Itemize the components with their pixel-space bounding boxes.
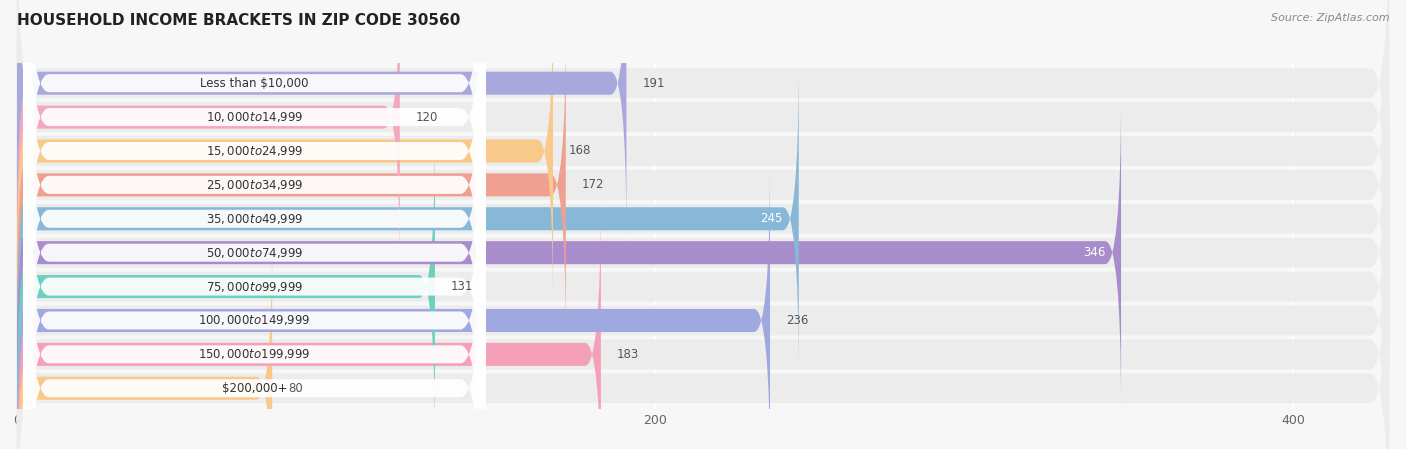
FancyBboxPatch shape xyxy=(17,0,1389,339)
Text: 80: 80 xyxy=(288,382,302,395)
FancyBboxPatch shape xyxy=(17,0,1389,306)
FancyBboxPatch shape xyxy=(17,27,565,343)
Text: 245: 245 xyxy=(761,212,783,225)
FancyBboxPatch shape xyxy=(17,61,799,377)
Text: 120: 120 xyxy=(416,110,439,123)
FancyBboxPatch shape xyxy=(17,196,600,449)
FancyBboxPatch shape xyxy=(17,128,434,445)
Text: Less than $10,000: Less than $10,000 xyxy=(201,77,309,90)
FancyBboxPatch shape xyxy=(17,0,627,241)
FancyBboxPatch shape xyxy=(24,0,486,449)
FancyBboxPatch shape xyxy=(17,230,273,449)
FancyBboxPatch shape xyxy=(24,126,486,449)
Text: 168: 168 xyxy=(569,145,592,158)
FancyBboxPatch shape xyxy=(17,98,1389,449)
FancyBboxPatch shape xyxy=(17,200,1389,449)
FancyBboxPatch shape xyxy=(24,0,486,413)
Text: $35,000 to $49,999: $35,000 to $49,999 xyxy=(205,212,304,226)
Text: $200,000+: $200,000+ xyxy=(222,382,287,395)
FancyBboxPatch shape xyxy=(24,92,486,449)
Text: $15,000 to $24,999: $15,000 to $24,999 xyxy=(205,144,304,158)
FancyBboxPatch shape xyxy=(17,31,1389,407)
Text: $100,000 to $149,999: $100,000 to $149,999 xyxy=(198,313,311,327)
FancyBboxPatch shape xyxy=(17,163,770,449)
FancyBboxPatch shape xyxy=(17,166,1389,449)
Text: 191: 191 xyxy=(643,77,665,90)
FancyBboxPatch shape xyxy=(17,0,1389,272)
Text: $10,000 to $14,999: $10,000 to $14,999 xyxy=(205,110,304,124)
Text: $50,000 to $74,999: $50,000 to $74,999 xyxy=(205,246,304,260)
FancyBboxPatch shape xyxy=(24,0,486,345)
FancyBboxPatch shape xyxy=(17,64,1389,441)
Text: 346: 346 xyxy=(1083,246,1105,259)
FancyBboxPatch shape xyxy=(24,0,486,379)
FancyBboxPatch shape xyxy=(24,58,486,449)
FancyBboxPatch shape xyxy=(17,0,399,275)
Text: $75,000 to $99,999: $75,000 to $99,999 xyxy=(205,280,304,294)
Text: Source: ZipAtlas.com: Source: ZipAtlas.com xyxy=(1271,13,1389,23)
Text: $25,000 to $34,999: $25,000 to $34,999 xyxy=(205,178,304,192)
FancyBboxPatch shape xyxy=(17,132,1389,449)
Text: HOUSEHOLD INCOME BRACKETS IN ZIP CODE 30560: HOUSEHOLD INCOME BRACKETS IN ZIP CODE 30… xyxy=(17,13,460,28)
FancyBboxPatch shape xyxy=(24,24,486,449)
FancyBboxPatch shape xyxy=(24,0,486,449)
Text: 131: 131 xyxy=(451,280,474,293)
Text: 236: 236 xyxy=(786,314,808,327)
FancyBboxPatch shape xyxy=(17,0,1389,373)
Text: 183: 183 xyxy=(617,348,640,361)
FancyBboxPatch shape xyxy=(17,95,1121,411)
FancyBboxPatch shape xyxy=(17,0,553,309)
Text: 172: 172 xyxy=(582,178,605,191)
Text: $150,000 to $199,999: $150,000 to $199,999 xyxy=(198,348,311,361)
FancyBboxPatch shape xyxy=(24,0,486,447)
